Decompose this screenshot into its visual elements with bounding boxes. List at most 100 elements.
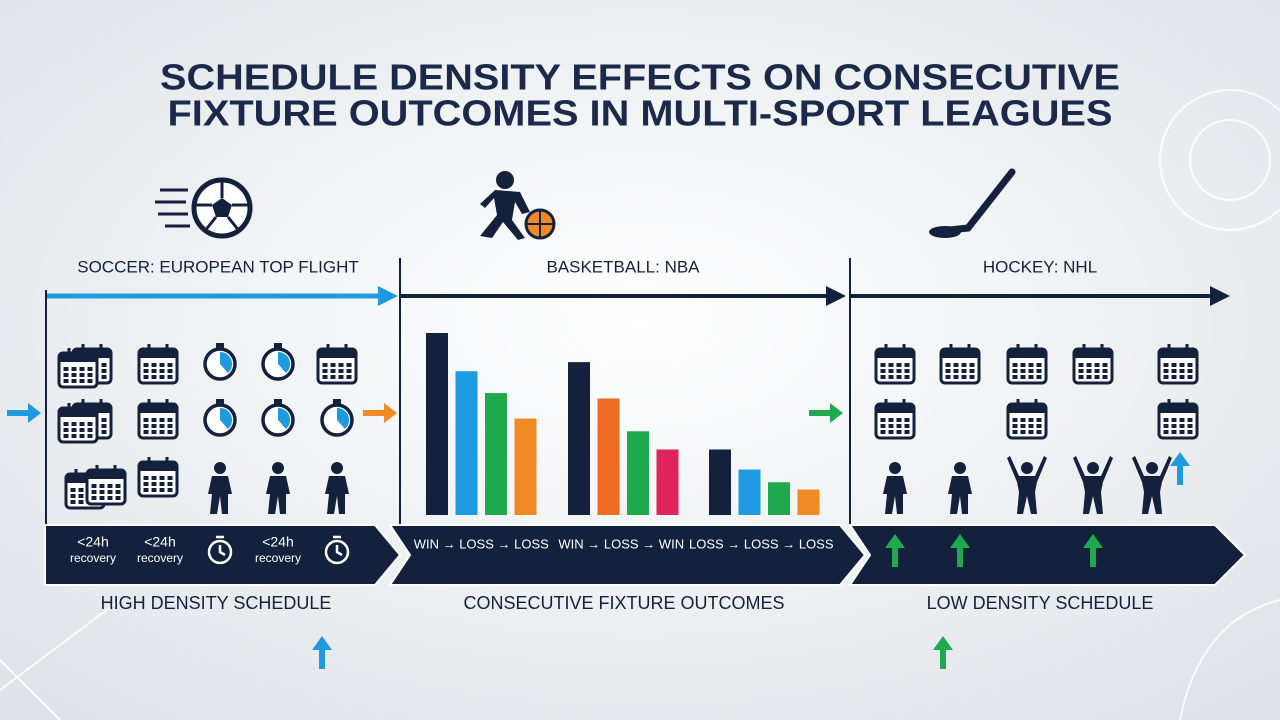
- calendar-ring: [1167, 344, 1171, 352]
- calendar-icon: [57, 403, 99, 444]
- calendar-cell: [904, 430, 910, 434]
- calendar-top: [876, 349, 914, 358]
- stopwatch-crown: [216, 343, 224, 348]
- calendar-cell: [1020, 369, 1026, 373]
- calendar-top: [139, 349, 177, 358]
- arrow-shaft: [809, 410, 833, 416]
- calendar-cell: [1012, 363, 1018, 367]
- arrow-shaft: [892, 545, 898, 567]
- calendar-cell: [945, 369, 951, 373]
- calendar-icon: [939, 344, 981, 385]
- person-head: [889, 462, 901, 474]
- calendar-cell: [143, 482, 149, 486]
- calendar-cell: [1187, 363, 1193, 367]
- bar: [627, 431, 649, 515]
- calendar-cell: [1028, 418, 1034, 422]
- calendar-cell: [1094, 369, 1100, 373]
- calendar-cell: [115, 490, 121, 494]
- calendar-cell: [143, 488, 149, 492]
- calendar-cell: [151, 482, 157, 486]
- calendar-cell: [945, 363, 951, 367]
- calendar-cell: [1102, 369, 1108, 373]
- calendar-cell: [322, 375, 328, 379]
- stopwatch-icon: [203, 399, 237, 437]
- bar: [597, 398, 620, 515]
- calendar-cell: [1187, 430, 1193, 434]
- calendar-cell: [159, 488, 165, 492]
- calendar-cell: [91, 490, 97, 494]
- calendar-cell: [896, 369, 902, 373]
- calendar-cell: [167, 424, 173, 428]
- calendar-cell: [87, 367, 93, 371]
- stopwatch-icon: [320, 399, 354, 437]
- arrow-head: [312, 636, 332, 650]
- calendar-cell: [969, 363, 975, 367]
- calendar-cell: [159, 418, 165, 422]
- calendar-ring: [1167, 399, 1171, 407]
- calendar-cell: [880, 418, 886, 422]
- calendar-cell: [1163, 424, 1169, 428]
- person-body: [325, 476, 349, 514]
- calendar-cell: [888, 363, 894, 367]
- calendar-cell: [99, 490, 105, 494]
- calendar-cell: [78, 488, 84, 492]
- calendar-cell: [101, 363, 107, 367]
- calendar-cell: [79, 379, 85, 383]
- arrow-head: [950, 534, 970, 548]
- calendar-cell: [1020, 418, 1026, 422]
- calendar-cell: [151, 375, 157, 379]
- calendar-cell: [961, 375, 967, 379]
- calendar-icon: [316, 344, 358, 385]
- calendar-cell: [1028, 375, 1034, 379]
- stopwatch-crown: [333, 399, 341, 404]
- calendar-cell: [167, 375, 173, 379]
- calendar-cell: [1187, 369, 1193, 373]
- calendar-cell: [1163, 363, 1169, 367]
- person-icon: [1132, 456, 1172, 514]
- calendar-cell: [151, 424, 157, 428]
- calendar-cell: [888, 424, 894, 428]
- person-head: [331, 462, 343, 474]
- calendar-cell: [151, 418, 157, 422]
- band-text: <24h: [77, 534, 109, 550]
- calendar-cell: [1020, 363, 1026, 367]
- calendar-cell: [1028, 424, 1034, 428]
- bottom-band: [44, 524, 1247, 586]
- arrow-shaft: [957, 545, 963, 567]
- stopwatch-fill: [337, 407, 350, 429]
- calendar-cell: [896, 418, 902, 422]
- calendar-cell: [63, 367, 69, 371]
- stopwatch-fill: [220, 407, 233, 429]
- calendar-ring: [165, 457, 169, 465]
- person-body: [1007, 456, 1047, 514]
- calendar-ring: [99, 399, 103, 407]
- calendar-icon: [137, 399, 179, 440]
- person-body: [1132, 456, 1172, 514]
- calendar-ring: [99, 344, 103, 352]
- arrow-icon: [363, 403, 397, 423]
- calendar-cell: [1171, 369, 1177, 373]
- calendar-cell: [143, 430, 149, 434]
- band-clock: [324, 539, 350, 565]
- calendar-top: [1008, 349, 1046, 358]
- calendar-cell: [159, 482, 165, 486]
- calendar-cell: [79, 428, 85, 432]
- calendar-cell: [961, 363, 967, 367]
- calendar-cell: [79, 422, 85, 426]
- calendar-cell: [101, 418, 107, 422]
- calendar-cell: [1086, 363, 1092, 367]
- calendar-ring: [884, 344, 888, 352]
- calendar-cell: [880, 375, 886, 379]
- calendar-ring: [326, 344, 330, 352]
- calendar-cell: [151, 476, 157, 480]
- calendar-cell: [1102, 375, 1108, 379]
- band-text: <24h: [144, 534, 176, 550]
- person-head: [1146, 462, 1158, 474]
- calendar-cell: [1078, 369, 1084, 373]
- calendar-cell: [71, 367, 77, 371]
- calendar-cell: [70, 500, 76, 504]
- calendar-top: [87, 470, 125, 479]
- calendar-cell: [1102, 363, 1108, 367]
- outcome-label: LOSS → LOSS → LOSS: [689, 536, 834, 551]
- calendar-ring: [74, 469, 78, 477]
